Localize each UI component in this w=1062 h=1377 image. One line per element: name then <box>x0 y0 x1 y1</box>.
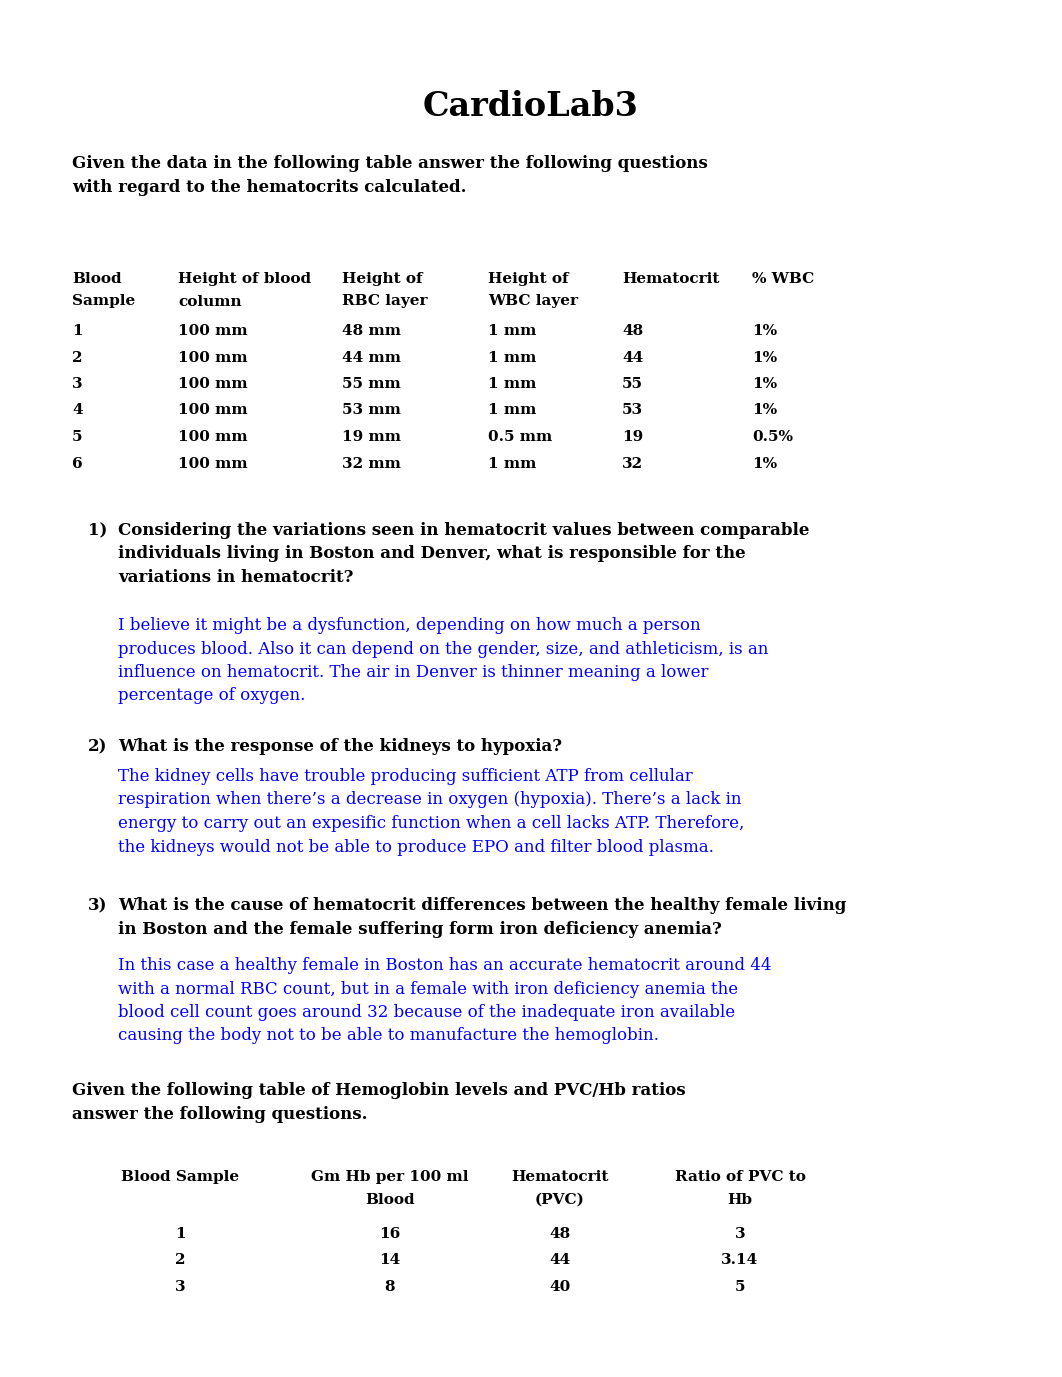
Text: 44: 44 <box>549 1253 570 1267</box>
Text: 1 mm: 1 mm <box>489 324 536 337</box>
Text: Blood: Blood <box>72 273 122 286</box>
Text: 6: 6 <box>72 457 83 471</box>
Text: Height of: Height of <box>342 273 423 286</box>
Text: 100 mm: 100 mm <box>178 457 247 471</box>
Text: 1 mm: 1 mm <box>489 457 536 471</box>
Text: 1%: 1% <box>752 351 777 365</box>
Text: In this case a healthy female in Boston has an accurate hematocrit around 44
wit: In this case a healthy female in Boston … <box>118 957 771 1045</box>
Text: 5: 5 <box>72 430 83 443</box>
Text: 53: 53 <box>622 403 644 417</box>
Text: 40: 40 <box>549 1281 570 1294</box>
Text: 44 mm: 44 mm <box>342 351 401 365</box>
Text: 19 mm: 19 mm <box>342 430 401 443</box>
Text: 5: 5 <box>735 1281 746 1294</box>
Text: What is the cause of hematocrit differences between the healthy female living
in: What is the cause of hematocrit differen… <box>118 896 846 938</box>
Text: 2: 2 <box>175 1253 185 1267</box>
Text: 100 mm: 100 mm <box>178 403 247 417</box>
Text: 0.5%: 0.5% <box>752 430 793 443</box>
Text: 100 mm: 100 mm <box>178 430 247 443</box>
Text: 44: 44 <box>622 351 644 365</box>
Text: 3): 3) <box>88 896 107 914</box>
Text: 14: 14 <box>379 1253 400 1267</box>
Text: Height of blood: Height of blood <box>178 273 311 286</box>
Text: 1%: 1% <box>752 403 777 417</box>
Text: The kidney cells have trouble producing sufficient ATP from cellular
respiration: The kidney cells have trouble producing … <box>118 768 744 855</box>
Text: 3: 3 <box>72 377 83 391</box>
Text: Hematocrit: Hematocrit <box>511 1170 609 1184</box>
Text: column: column <box>178 295 242 308</box>
Text: Height of: Height of <box>489 273 568 286</box>
Text: Ratio of PVC to: Ratio of PVC to <box>674 1170 805 1184</box>
Text: 55: 55 <box>622 377 643 391</box>
Text: Given the data in the following table answer the following questions
with regard: Given the data in the following table an… <box>72 156 707 196</box>
Text: Sample: Sample <box>72 295 135 308</box>
Text: RBC layer: RBC layer <box>342 295 428 308</box>
Text: 3: 3 <box>735 1227 746 1241</box>
Text: 3.14: 3.14 <box>721 1253 758 1267</box>
Text: 53 mm: 53 mm <box>342 403 400 417</box>
Text: 1: 1 <box>174 1227 185 1241</box>
Text: 1: 1 <box>72 324 83 337</box>
Text: 48: 48 <box>622 324 644 337</box>
Text: Blood Sample: Blood Sample <box>121 1170 239 1184</box>
Text: 8: 8 <box>384 1281 395 1294</box>
Text: 2): 2) <box>88 738 107 755</box>
Text: 1 mm: 1 mm <box>489 351 536 365</box>
Text: 1%: 1% <box>752 377 777 391</box>
Text: 4: 4 <box>72 403 83 417</box>
Text: Blood: Blood <box>365 1192 415 1206</box>
Text: What is the response of the kidneys to hypoxia?: What is the response of the kidneys to h… <box>118 738 562 755</box>
Text: 32: 32 <box>622 457 644 471</box>
Text: Hematocrit: Hematocrit <box>622 273 719 286</box>
Text: 19: 19 <box>622 430 644 443</box>
Text: CardioLab3: CardioLab3 <box>423 90 639 123</box>
Text: 100 mm: 100 mm <box>178 324 247 337</box>
Text: 1%: 1% <box>752 457 777 471</box>
Text: 48: 48 <box>549 1227 570 1241</box>
Text: 16: 16 <box>379 1227 400 1241</box>
Text: 48 mm: 48 mm <box>342 324 401 337</box>
Text: 1%: 1% <box>752 324 777 337</box>
Text: Gm Hb per 100 ml: Gm Hb per 100 ml <box>311 1170 468 1184</box>
Text: I believe it might be a dysfunction, depending on how much a person
produces blo: I believe it might be a dysfunction, dep… <box>118 617 769 705</box>
Text: 1): 1) <box>88 522 107 538</box>
Text: 32 mm: 32 mm <box>342 457 400 471</box>
Text: 100 mm: 100 mm <box>178 377 247 391</box>
Text: 100 mm: 100 mm <box>178 351 247 365</box>
Text: 0.5 mm: 0.5 mm <box>489 430 552 443</box>
Text: 55 mm: 55 mm <box>342 377 400 391</box>
Text: 3: 3 <box>174 1281 185 1294</box>
Text: Considering the variations seen in hematocrit values between comparable
individu: Considering the variations seen in hemat… <box>118 522 809 587</box>
Text: (PVC): (PVC) <box>535 1192 585 1206</box>
Text: Hb: Hb <box>727 1192 753 1206</box>
Text: 1 mm: 1 mm <box>489 403 536 417</box>
Text: Given the following table of Hemoglobin levels and PVC/Hb ratios
answer the foll: Given the following table of Hemoglobin … <box>72 1082 686 1124</box>
Text: 1 mm: 1 mm <box>489 377 536 391</box>
Text: WBC layer: WBC layer <box>489 295 578 308</box>
Text: 2: 2 <box>72 351 83 365</box>
Text: % WBC: % WBC <box>752 273 815 286</box>
